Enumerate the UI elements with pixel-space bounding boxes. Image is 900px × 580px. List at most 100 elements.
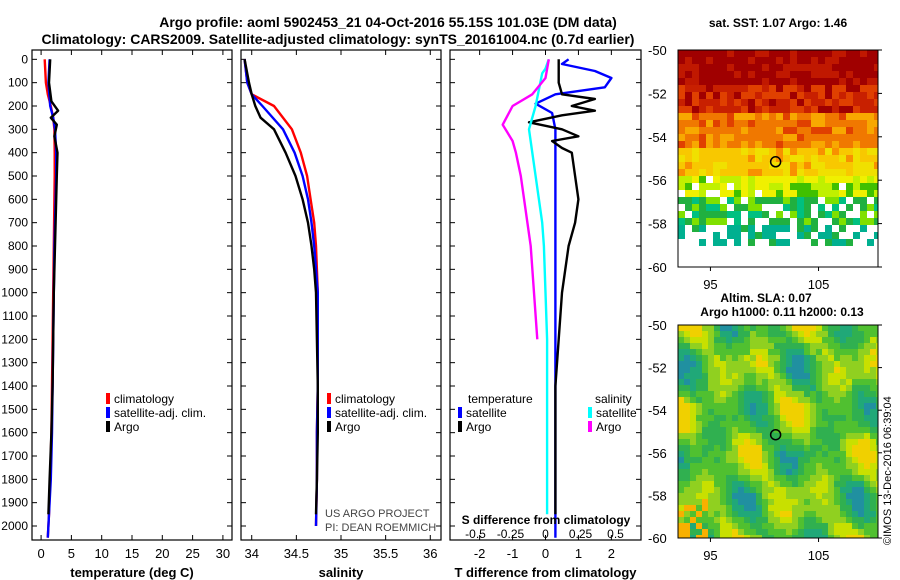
sst-cell xyxy=(860,50,867,57)
sst-cell xyxy=(797,204,804,211)
sla-cell xyxy=(816,421,822,427)
sst-cell xyxy=(685,85,692,92)
sal-legend-swatch xyxy=(327,393,331,404)
sla-cell xyxy=(804,415,810,421)
sla-cell xyxy=(834,505,840,511)
sla-cell xyxy=(804,445,810,451)
sla-cell xyxy=(792,475,798,481)
sla-cell xyxy=(804,463,810,469)
sla-cell xyxy=(828,421,834,427)
sla-cell xyxy=(774,325,780,331)
sst-cell xyxy=(685,57,692,64)
sla-cell xyxy=(858,337,864,343)
sla-cell xyxy=(750,367,756,373)
sla-cell xyxy=(690,385,696,391)
sst-cell xyxy=(797,260,804,267)
sla-cell xyxy=(684,421,690,427)
sla-cell xyxy=(720,493,726,499)
sla-cell xyxy=(798,325,804,331)
sla-cell xyxy=(852,457,858,463)
sst-cell xyxy=(839,225,846,232)
sst-cell xyxy=(755,190,762,197)
sla-cell xyxy=(870,325,876,331)
sla-cell xyxy=(786,367,792,373)
sla-cell xyxy=(792,361,798,367)
sla-cell xyxy=(708,325,714,331)
sst-cell xyxy=(804,141,811,148)
sst-cell xyxy=(692,99,699,106)
plot-frame xyxy=(31,49,233,541)
sla-cell xyxy=(870,475,876,481)
sst-cell xyxy=(706,148,713,155)
sla-cell xyxy=(732,331,738,337)
sla-cell xyxy=(834,475,840,481)
sla-cell xyxy=(876,457,878,463)
sla-cell xyxy=(864,409,870,415)
sst-cell xyxy=(734,127,741,134)
sla-cell xyxy=(678,349,684,355)
sla-cell xyxy=(816,373,822,379)
sla-cell xyxy=(858,391,864,397)
sla-cell xyxy=(750,463,756,469)
sla-cell xyxy=(750,511,756,517)
sst-cell xyxy=(699,190,706,197)
sst-cell xyxy=(685,162,692,169)
sla-cell xyxy=(870,379,876,385)
sla-cell xyxy=(678,337,684,343)
sla-cell xyxy=(864,439,870,445)
sst-cell xyxy=(783,71,790,78)
sst-cell xyxy=(769,190,776,197)
sla-cell xyxy=(696,463,702,469)
sla-cell xyxy=(852,385,858,391)
sst-cell xyxy=(867,113,874,120)
sst-cell xyxy=(699,50,706,57)
sst-cell xyxy=(769,260,776,267)
sla-cell xyxy=(864,391,870,397)
sla-cell xyxy=(738,403,744,409)
sla-cell xyxy=(702,391,708,397)
sst-cell xyxy=(769,169,776,176)
sst-cell xyxy=(734,239,741,246)
sla-cell xyxy=(816,475,822,481)
sla-cell xyxy=(714,391,720,397)
sst-cell xyxy=(825,246,832,253)
sst-cell xyxy=(720,204,727,211)
sst-cell xyxy=(741,204,748,211)
sst-cell xyxy=(811,232,818,239)
sst-cell xyxy=(720,176,727,183)
sla-cell xyxy=(858,505,864,511)
sla-cell xyxy=(708,367,714,373)
sla-cell xyxy=(798,445,804,451)
sst-cell xyxy=(811,239,818,246)
sst-map-frame xyxy=(677,49,879,268)
sst-cell xyxy=(832,246,839,253)
sla-cell xyxy=(762,397,768,403)
sst-cell xyxy=(706,134,713,141)
sla-cell xyxy=(780,403,786,409)
sla-cell xyxy=(852,397,858,403)
sst-cell xyxy=(713,127,720,134)
sla-cell xyxy=(786,379,792,385)
sst-cell xyxy=(776,78,783,85)
sst-cell xyxy=(790,64,797,71)
sst-cell xyxy=(720,141,727,148)
sla-cell xyxy=(726,373,732,379)
sla-cell xyxy=(852,463,858,469)
sla-cell xyxy=(702,331,708,337)
sst-cell xyxy=(713,113,720,120)
sst-cell xyxy=(685,176,692,183)
sst-cell xyxy=(804,225,811,232)
sst-cell xyxy=(727,218,734,225)
sla-cell xyxy=(684,463,690,469)
sla-cell xyxy=(768,517,774,523)
sla-cell xyxy=(858,409,864,415)
sst-cell xyxy=(769,239,776,246)
sst-cell xyxy=(685,190,692,197)
sst-cell xyxy=(839,232,846,239)
sla-cell xyxy=(816,481,822,487)
sla-cell xyxy=(876,487,878,493)
sla-cell xyxy=(786,343,792,349)
sla-cell xyxy=(870,493,876,499)
sla-cell xyxy=(798,439,804,445)
sst-cell xyxy=(685,260,692,267)
